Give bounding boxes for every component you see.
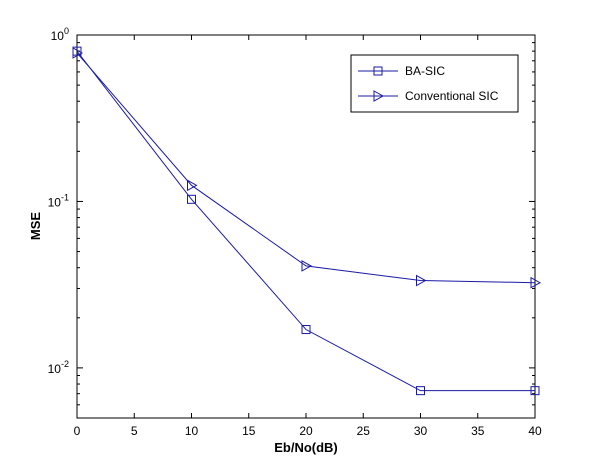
- legend-box: [350, 54, 519, 113]
- data-point: [187, 179, 198, 192]
- y-tick-label: 100: [51, 26, 69, 43]
- legend-marker: [373, 66, 383, 76]
- x-tick-label: 40: [528, 424, 542, 438]
- legend-marker: [373, 90, 385, 102]
- x-tick-label: 5: [131, 424, 138, 438]
- series-ba-sic: [72, 46, 540, 396]
- data-point: [72, 47, 84, 59]
- y-ticks: 100 10-1 10-2: [48, 26, 535, 419]
- legend-label: BA-SIC: [405, 64, 445, 78]
- data-point: [530, 386, 540, 396]
- x-tick-label: 10: [185, 424, 199, 438]
- legend: BA-SIC Conventional SIC: [350, 54, 519, 113]
- series-conventional-sic: [72, 47, 542, 289]
- x-axis-label: Eb/No(dB): [274, 440, 338, 455]
- x-tick-label: 35: [471, 424, 485, 438]
- x-tick-label: 0: [74, 424, 81, 438]
- data-point: [530, 276, 542, 289]
- x-tick-label: 25: [357, 424, 371, 438]
- x-tick-label: 20: [299, 424, 313, 438]
- data-point: [301, 325, 311, 335]
- x-tick-label: 30: [414, 424, 428, 438]
- data-point: [187, 194, 196, 204]
- y-tick-label: 10-1: [48, 192, 69, 209]
- legend-label: Conventional SIC: [405, 89, 499, 103]
- series-layer: [72, 46, 542, 396]
- series-line: [76, 50, 535, 392]
- series-line: [76, 52, 536, 284]
- y-tick-label: 10-2: [48, 359, 69, 376]
- data-point: [416, 274, 427, 287]
- y-axis-label: MSE: [28, 212, 43, 241]
- x-tick-label: 15: [242, 424, 256, 438]
- x-ticks: 0 5 10 15 20 25 30 35 40: [74, 35, 542, 438]
- data-point: [301, 260, 313, 272]
- data-point: [416, 386, 425, 396]
